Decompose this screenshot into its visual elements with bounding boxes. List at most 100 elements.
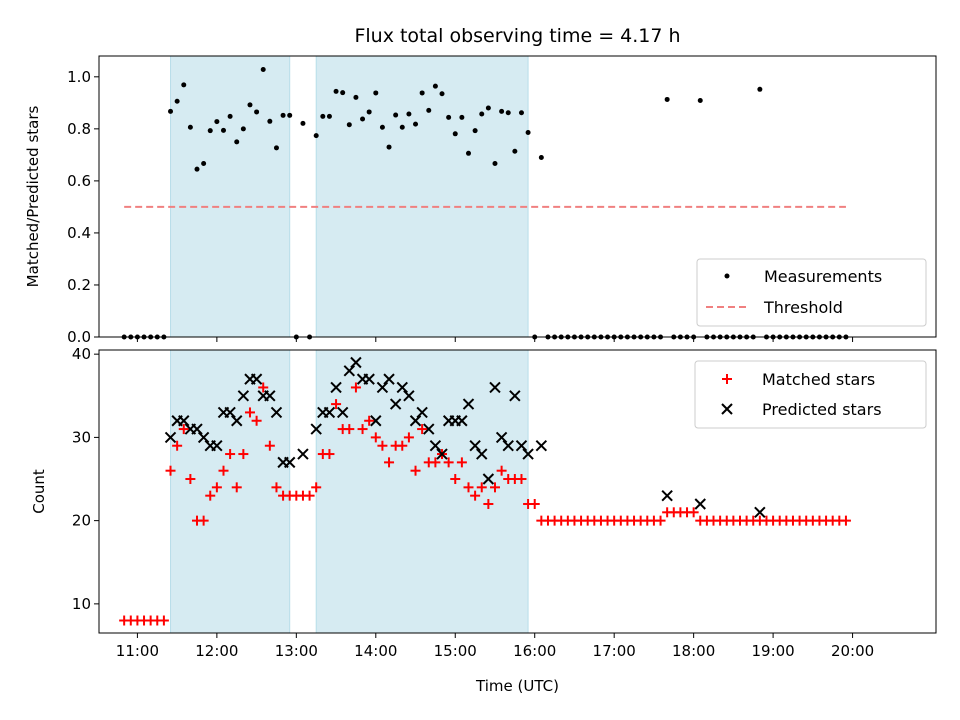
measurement-point [320,113,326,119]
measurement-point [505,110,511,116]
measurement-point [194,166,200,172]
matched-star-point [377,440,388,451]
legend-measurements-label: Measurements [764,267,882,286]
matched-star-point [344,424,355,435]
ratio-panel-frame [98,55,937,338]
predicted-star-point [237,390,250,402]
matched-star-point [324,449,335,460]
legend-matched-label: Matched stars [762,370,875,389]
matched-star-point [417,424,428,435]
x-axis-label: Time (UTC) [475,677,559,695]
x-tick-label: 13:00 [275,642,318,660]
matched-star-point [357,424,368,435]
matched-star-point [397,440,408,451]
measurement-point [419,90,425,96]
measurement-point [485,105,491,111]
matched-star-point [370,432,381,443]
matched-star-point [430,457,441,468]
measurement-point [512,148,518,154]
measurement-point [220,127,226,133]
predicted-star-point [476,448,488,460]
ratio-shaded-interval [315,55,529,338]
matched-star-point [463,482,474,493]
matched-star-point [225,449,236,460]
measurement-point [426,107,432,113]
count-y-tick-label: 30 [72,428,91,446]
predicted-star-point [343,365,356,377]
matched-star-point [311,482,322,493]
measurement-point [214,119,220,125]
matched-star-point [172,440,183,451]
measurement-point [499,108,505,114]
predicted-star-point [323,406,336,419]
measurement-point [432,83,438,89]
predicted-star-point [469,440,481,452]
measurement-point [399,124,405,130]
count-y-tick-label: 20 [72,512,91,530]
ratio-shaded-interval [170,55,291,338]
matched-star-point [185,474,196,485]
predicted-star-point [231,415,243,427]
matched-star-point [403,432,414,443]
measurement-point [373,90,379,96]
matched-star-point [410,465,421,476]
legend-matched-plus [722,374,732,384]
count-y-axis-label: Count [30,469,48,514]
predicted-star-point [456,415,468,427]
measurement-point [346,122,352,128]
predicted-star-point [429,440,442,452]
predicted-star-point [495,431,508,444]
x-tick-label: 14:00 [354,642,397,660]
count-panel: 11:00 12:00 13:00 14:00 15:00 16:00 17:00 18:00… [30,345,937,695]
matched-star-point [231,482,242,493]
measurement-point [406,111,412,117]
count-panel-frame [98,349,937,634]
predicted-star-point [502,440,514,452]
x-tick-label: 15:00 [434,642,477,660]
matched-star-point [456,457,467,468]
matched-star-point [470,490,481,501]
predicted-star-point [396,381,408,394]
ratio-y-tick-label: 0.4 [67,224,91,242]
ratio-y-tick-label: 0.0 [67,328,91,346]
measurement-point [459,114,465,120]
matched-star-point [655,515,666,526]
measurement-point [168,108,174,114]
matched-star-point [443,457,454,468]
matched-star-point [529,498,540,509]
legend-predicted-cross [721,403,733,415]
legend-matched-marker [722,374,732,384]
matched-star-point [271,482,282,493]
ratio-y-tick-label: 0.2 [67,276,91,294]
measurement-point [446,114,452,120]
measurement-point [340,90,346,96]
matched-star-point [516,474,527,485]
predicted-star-point [178,415,190,427]
legend-predicted-label: Predicted stars [762,400,882,419]
measurement-point [207,128,213,134]
measurement-point [353,94,359,100]
predicted-star-point [522,448,534,460]
predicted-star-point [250,373,263,385]
measurement-point [664,96,670,102]
predicted-star-point [403,390,415,402]
matched-star-point [198,515,209,526]
legend-predicted-marker [721,403,733,415]
matched-star-point [251,415,262,426]
measurement-point [757,86,763,92]
x-tick-label: 17:00 [593,642,636,660]
measurement-point [472,128,478,134]
x-tick-label: 20:00 [831,642,874,660]
x-tick-label: 16:00 [513,642,556,660]
ratio-y-tick-label: 0.8 [67,120,91,138]
predicted-star-point [191,423,203,435]
predicted-star-point [661,489,673,502]
x-tick-label: 18:00 [672,642,715,660]
matched-star-point [364,415,375,426]
matched-star-point [496,465,507,476]
measurement-point [181,82,187,88]
measurement-point [386,144,392,150]
measurement-point [393,112,399,118]
matched-star-point [211,482,222,493]
